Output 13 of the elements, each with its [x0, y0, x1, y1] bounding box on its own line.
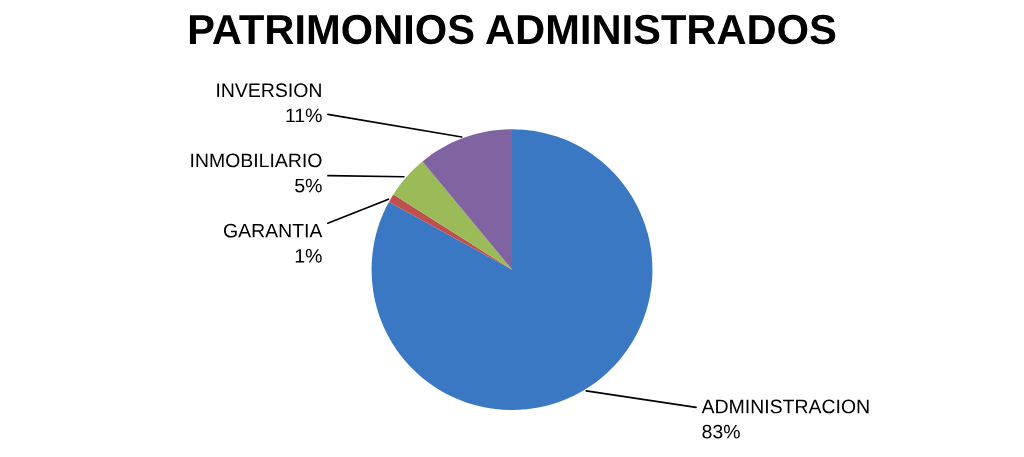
slice-label: INVERSION	[217, 83, 321, 98]
pie-slice	[393, 161, 512, 270]
slice-label: ADMINISTRACION	[701, 399, 869, 414]
pie-slice	[371, 129, 653, 411]
pie-slice	[388, 194, 512, 270]
data-label: 5%	[295, 178, 322, 193]
chart-title: PATRIMONIOS ADMINISTRADOS	[189, 14, 836, 45]
pie-slice	[422, 129, 512, 270]
slice-label: INMOBILIARIO	[191, 153, 322, 168]
slice-label: GARANTIA	[223, 223, 323, 238]
data-label: 83%	[702, 424, 740, 439]
data-label: 1%	[295, 249, 322, 263]
data-label: 11%	[286, 108, 322, 123]
